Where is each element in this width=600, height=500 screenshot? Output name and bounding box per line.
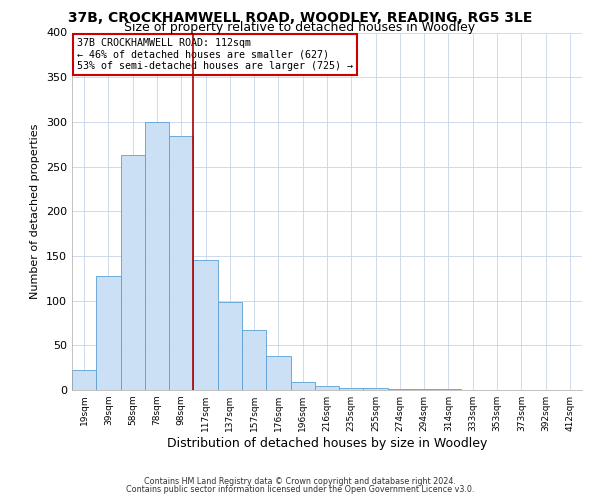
Bar [388,389,412,390]
Bar [339,388,364,390]
Y-axis label: Number of detached properties: Number of detached properties [31,124,40,299]
Bar [72,370,96,390]
Bar [412,389,436,390]
Bar [290,382,315,390]
Text: 37B, CROCKHAMWELL ROAD, WOODLEY, READING, RG5 3LE: 37B, CROCKHAMWELL ROAD, WOODLEY, READING… [68,11,532,25]
Bar [193,260,218,390]
Bar [169,136,193,390]
Text: 37B CROCKHAMWELL ROAD: 112sqm
← 46% of detached houses are smaller (627)
53% of : 37B CROCKHAMWELL ROAD: 112sqm ← 46% of d… [77,38,353,71]
Bar [121,155,145,390]
Bar [315,386,339,390]
Bar [145,122,169,390]
Text: Size of property relative to detached houses in Woodley: Size of property relative to detached ho… [124,21,476,34]
Bar [242,330,266,390]
Bar [218,302,242,390]
Bar [96,276,121,390]
X-axis label: Distribution of detached houses by size in Woodley: Distribution of detached houses by size … [167,437,487,450]
Text: Contains HM Land Registry data © Crown copyright and database right 2024.: Contains HM Land Registry data © Crown c… [144,477,456,486]
Bar [436,389,461,390]
Bar [266,356,290,390]
Text: Contains public sector information licensed under the Open Government Licence v3: Contains public sector information licen… [126,484,474,494]
Bar [364,388,388,390]
